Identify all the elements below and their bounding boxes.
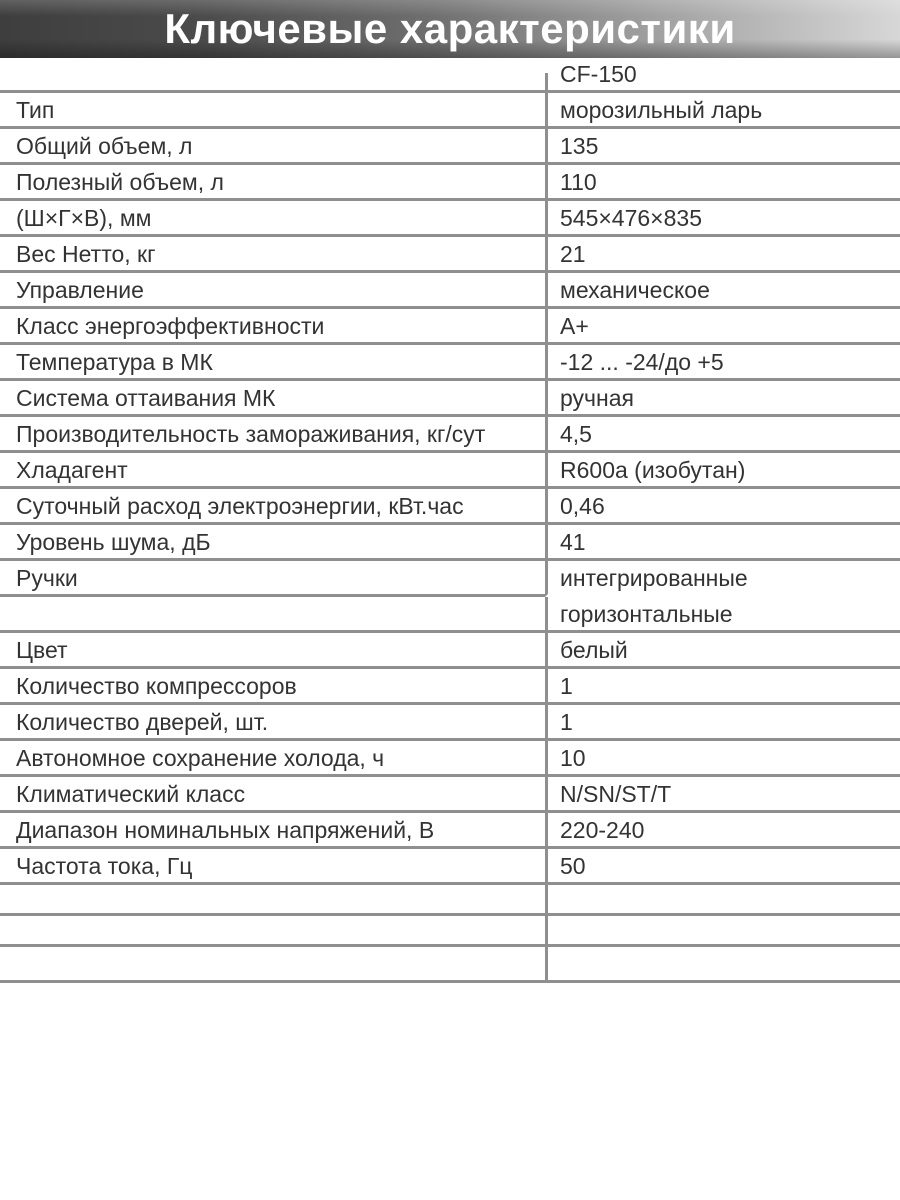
table-row: Система оттаивания МК ручная: [0, 381, 900, 418]
table-row: горизонтальные: [0, 597, 900, 634]
spec-label: [0, 916, 545, 948]
spec-label: (Ш×Г×В), мм: [0, 201, 545, 238]
table-row: Количество дверей, шт. 1: [0, 705, 900, 742]
header-label-cell: [0, 58, 545, 94]
spec-value: N/SN/ST/T: [545, 777, 900, 814]
spec-label: Суточный расход электроэнергии, кВт.час: [0, 489, 545, 526]
table-row: Уровень шума, дБ 41: [0, 525, 900, 562]
table-row: Вес Нетто, кг 21: [0, 237, 900, 274]
spec-value: 220-240: [545, 813, 900, 850]
table-row: Количество компрессоров 1: [0, 669, 900, 706]
spec-label: Система оттаивания МК: [0, 381, 545, 418]
spec-label: Автономное сохранение холода, ч: [0, 741, 545, 778]
table-row: Ручки интегрированные: [0, 561, 900, 598]
spec-label: Тип: [0, 93, 545, 130]
spec-label: Вес Нетто, кг: [0, 237, 545, 274]
table-row: Класс энергоэффективности A+: [0, 309, 900, 346]
spec-value: 1: [545, 669, 900, 706]
spec-value: 41: [545, 525, 900, 562]
spec-value: ручная: [545, 381, 900, 418]
spec-value: 50: [545, 849, 900, 886]
spec-value: горизонтальные: [545, 597, 900, 634]
table-row: Общий объем, л 135: [0, 129, 900, 166]
spec-label: Производительность замораживания, кг/сут: [0, 417, 545, 454]
spec-label: Полезный объем, л: [0, 165, 545, 202]
table-row: Хладагент R600a (изобутан): [0, 453, 900, 490]
spec-label: [0, 597, 545, 634]
spec-value: [545, 916, 900, 948]
spec-value: R600a (изобутан): [545, 453, 900, 490]
table-row-empty: [0, 947, 900, 984]
title-banner: Ключевые характеристики: [0, 0, 900, 58]
table-row: Температура в МК -12 ... -24/до +5: [0, 345, 900, 382]
spec-label: Частота тока, Гц: [0, 849, 545, 886]
table-row: Диапазон номинальных напряжений, В 220-24…: [0, 813, 900, 850]
spec-value: 1: [545, 705, 900, 742]
table-row-empty: [0, 916, 900, 948]
spec-label: Климатический класс: [0, 777, 545, 814]
spec-value: 10: [545, 741, 900, 778]
table-row: Производительность замораживания, кг/сут…: [0, 417, 900, 454]
spec-label: Диапазон номинальных напряжений, В: [0, 813, 545, 850]
spec-label: Ручки: [0, 561, 545, 598]
table-row: (Ш×Г×В), мм 545×476×835: [0, 201, 900, 238]
spec-value: A+: [545, 309, 900, 346]
spec-label: Общий объем, л: [0, 129, 545, 166]
table-row: Частота тока, Гц 50: [0, 849, 900, 886]
spec-label: [0, 947, 545, 984]
spec-label: [0, 885, 545, 917]
spec-value: [545, 947, 900, 984]
spec-value: белый: [545, 633, 900, 670]
spec-label: Управление: [0, 273, 545, 310]
spec-value: 135: [545, 129, 900, 166]
spec-value: [545, 885, 900, 917]
table-row: Тип морозильный ларь: [0, 93, 900, 130]
spec-label: Класс энергоэффективности: [0, 309, 545, 346]
spec-value: интегрированные: [545, 561, 900, 598]
model-name: CF-150: [545, 58, 900, 94]
table-row: Суточный расход электроэнергии, кВт.час 0…: [0, 489, 900, 526]
spec-table: CF-150 Тип морозильный ларь Общий объем, л…: [0, 58, 900, 984]
spec-value: механическое: [545, 273, 900, 310]
spec-label: Количество компрессоров: [0, 669, 545, 706]
table-row-empty: [0, 885, 900, 917]
spec-value: 21: [545, 237, 900, 274]
page-title: Ключевые характеристики: [164, 5, 736, 52]
spec-value: морозильный ларь: [545, 93, 900, 130]
table-row: Управление механическое: [0, 273, 900, 310]
spec-label: Цвет: [0, 633, 545, 670]
table-row: Автономное сохранение холода, ч 10: [0, 741, 900, 778]
spec-value: 0,46: [545, 489, 900, 526]
spec-label: Хладагент: [0, 453, 545, 490]
spec-label: Температура в МК: [0, 345, 545, 382]
spec-value: 110: [545, 165, 900, 202]
spec-value: -12 ... -24/до +5: [545, 345, 900, 382]
table-row: Цвет белый: [0, 633, 900, 670]
spec-label: Уровень шума, дБ: [0, 525, 545, 562]
spec-value: 4,5: [545, 417, 900, 454]
table-row: Полезный объем, л 110: [0, 165, 900, 202]
table-header-row: CF-150: [0, 58, 900, 94]
spec-value: 545×476×835: [545, 201, 900, 238]
table-row: Климатический класс N/SN/ST/T: [0, 777, 900, 814]
spec-label: Количество дверей, шт.: [0, 705, 545, 742]
table-body: Тип морозильный ларь Общий объем, л 135 Поле…: [0, 93, 900, 984]
